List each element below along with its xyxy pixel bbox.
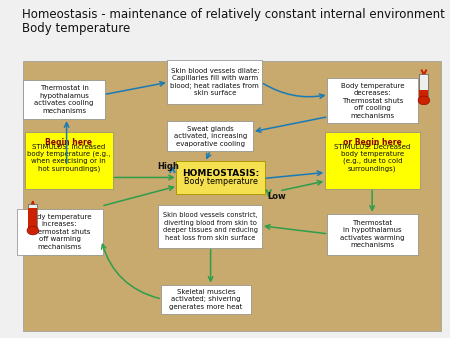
Text: STIMULUS: Increased
body temperature (e.g.,
when exercising or in
hot surroundin: STIMULUS: Increased body temperature (e.… (27, 144, 111, 172)
Text: Body temperature: Body temperature (184, 177, 257, 186)
Circle shape (27, 226, 39, 235)
Text: Skin blood vessels constrict,
diverting blood from skin to
deeper tissues and re: Skin blood vessels constrict, diverting … (163, 212, 258, 241)
Text: Thermostat
in hypothalamus
activates warming
mechanisms: Thermostat in hypothalamus activates war… (340, 220, 405, 248)
Text: Begin here: Begin here (45, 138, 92, 147)
Circle shape (418, 96, 430, 105)
Bar (419, 90, 428, 100)
Text: Body temperature
decreases:
Thermostat shuts
off cooling
mechanisms: Body temperature decreases: Thermostat s… (341, 82, 404, 119)
Text: Sweat glands
activated, increasing
evaporative cooling: Sweat glands activated, increasing evapo… (174, 125, 247, 147)
FancyBboxPatch shape (327, 78, 418, 123)
Text: Homeostasis - maintenance of relatively constant internal environment: Homeostasis - maintenance of relatively … (22, 8, 446, 21)
FancyBboxPatch shape (25, 132, 113, 189)
Text: Body temperature: Body temperature (22, 22, 131, 35)
FancyBboxPatch shape (327, 214, 418, 255)
FancyBboxPatch shape (23, 80, 105, 119)
FancyBboxPatch shape (161, 285, 251, 314)
FancyBboxPatch shape (17, 209, 103, 255)
FancyBboxPatch shape (167, 121, 253, 151)
Text: or Begin here: or Begin here (343, 138, 402, 147)
Bar (28, 204, 37, 230)
FancyBboxPatch shape (158, 205, 262, 248)
FancyBboxPatch shape (176, 161, 265, 194)
Bar (419, 74, 428, 100)
Text: Thermostat in
hypothalamus
activates cooling
mechanisms: Thermostat in hypothalamus activates coo… (35, 86, 94, 114)
Text: HOMEOSTASIS:: HOMEOSTASIS: (182, 169, 259, 177)
Text: Low: Low (267, 192, 286, 201)
Text: Skin blood vessels dilate:
Capillaries fill with warm
blood; heat radiates from
: Skin blood vessels dilate: Capillaries f… (171, 68, 259, 96)
FancyBboxPatch shape (167, 60, 262, 104)
Text: STIMULUS: Decreased
body temperature
(e.g., due to cold
surroundings): STIMULUS: Decreased body temperature (e.… (334, 144, 410, 172)
Text: Body temperature
increases:
Thermostat shuts
off warming
mechanisms: Body temperature increases: Thermostat s… (28, 214, 91, 249)
Text: Skeletal muscles
activated; shivering
generates more heat: Skeletal muscles activated; shivering ge… (169, 289, 243, 310)
Text: High: High (158, 162, 180, 171)
FancyBboxPatch shape (325, 132, 420, 189)
Bar (28, 208, 37, 230)
FancyBboxPatch shape (22, 61, 441, 331)
